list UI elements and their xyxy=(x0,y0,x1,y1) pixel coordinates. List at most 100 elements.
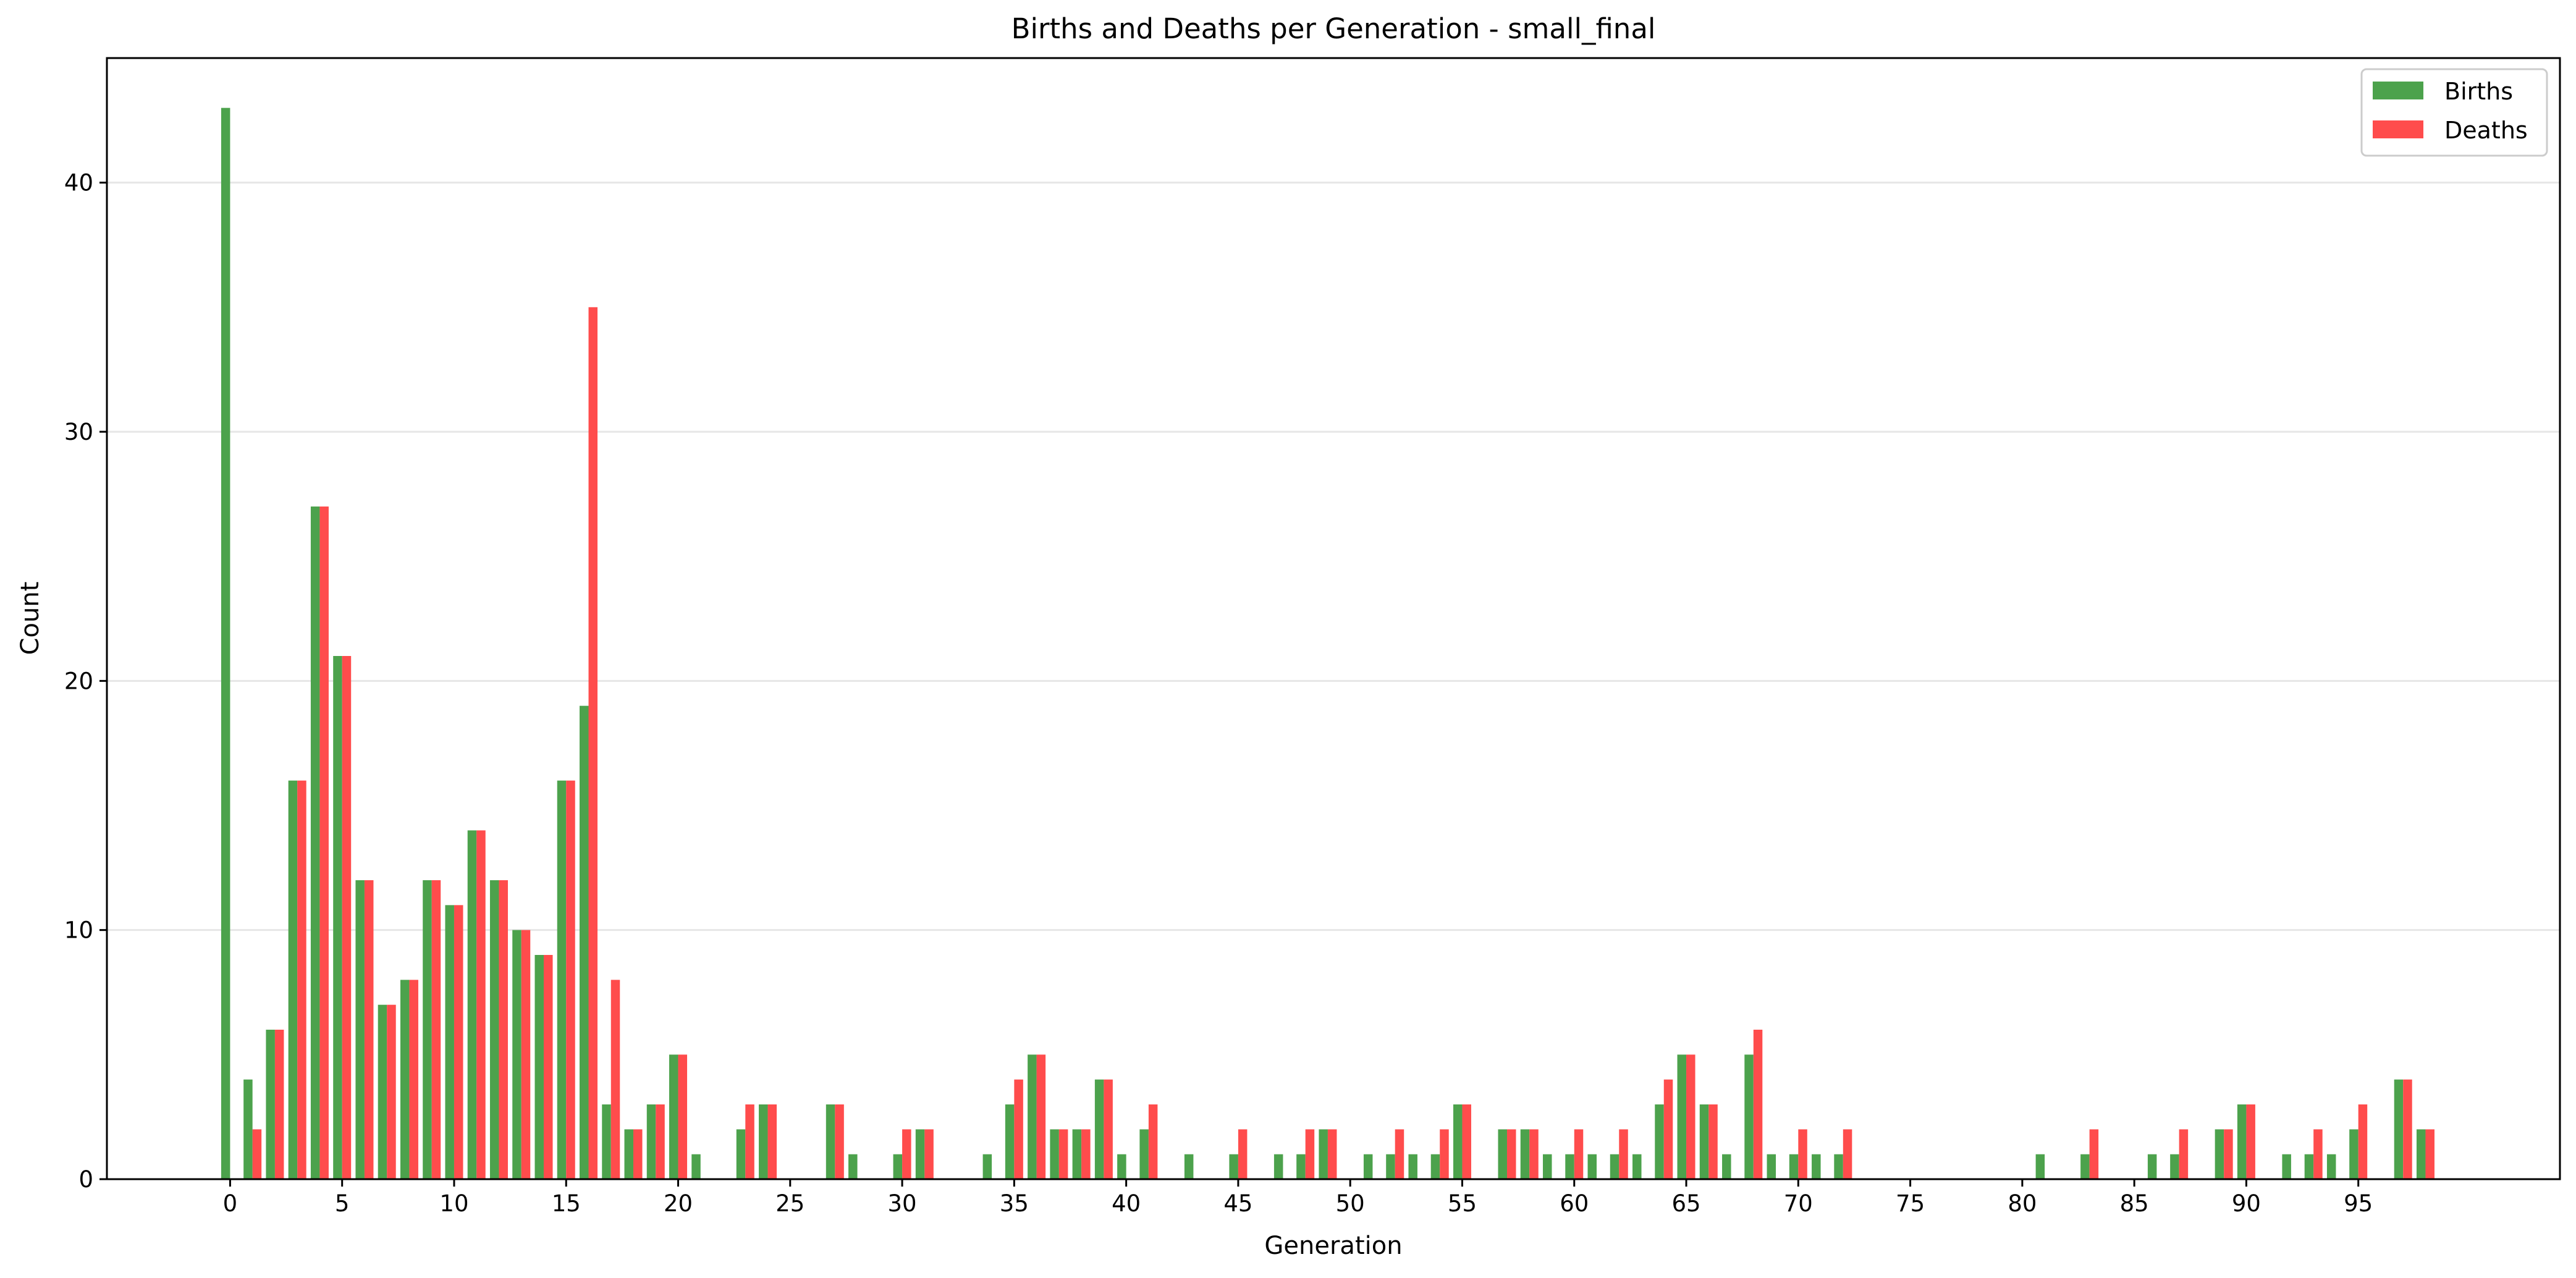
bar-deaths-gen-39 xyxy=(1104,1079,1113,1179)
bar-births-gen-48 xyxy=(1296,1154,1306,1179)
bar-deaths-gen-1 xyxy=(252,1129,262,1179)
bar-deaths-gen-27 xyxy=(835,1104,844,1179)
bar-births-gen-43 xyxy=(1184,1154,1194,1179)
bar-births-gen-92 xyxy=(2282,1154,2291,1179)
y-axis-label: Count xyxy=(16,582,44,655)
x-tick-label-75: 75 xyxy=(1896,1190,1925,1217)
bar-births-gen-59 xyxy=(1542,1154,1552,1179)
bar-births-gen-68 xyxy=(1744,1054,1754,1179)
bar-births-gen-28 xyxy=(848,1154,858,1179)
x-tick-label-35: 35 xyxy=(1000,1190,1029,1217)
x-tick-label-10: 10 xyxy=(439,1190,468,1217)
bar-deaths-gen-17 xyxy=(610,980,620,1179)
bar-deaths-gen-90 xyxy=(2246,1104,2255,1179)
bar-deaths-gen-3 xyxy=(297,780,306,1179)
bar-births-gen-61 xyxy=(1587,1154,1597,1179)
bar-deaths-gen-15 xyxy=(566,780,575,1179)
bar-births-gen-93 xyxy=(2304,1154,2314,1179)
x-tick-label-0: 0 xyxy=(223,1190,238,1217)
bar-deaths-gen-62 xyxy=(1619,1129,1628,1179)
bar-births-gen-97 xyxy=(2394,1079,2404,1179)
bar-births-gen-24 xyxy=(759,1104,768,1179)
x-tick-label-40: 40 xyxy=(1112,1190,1141,1217)
bar-deaths-gen-93 xyxy=(2313,1129,2323,1179)
bar-deaths-gen-36 xyxy=(1036,1054,1046,1179)
y-axis-ticks: 0 10 20 30 40 xyxy=(64,170,107,1193)
y-tick-label-10: 10 xyxy=(64,917,93,944)
bar-deaths-gen-24 xyxy=(767,1104,777,1179)
bar-births-gen-35 xyxy=(1005,1104,1015,1179)
x-tick-label-85: 85 xyxy=(2120,1190,2149,1217)
bar-births-gen-37 xyxy=(1050,1129,1059,1179)
bar-births-gen-72 xyxy=(1834,1154,1843,1179)
bar-deaths-gen-48 xyxy=(1305,1129,1315,1179)
x-tick-label-5: 5 xyxy=(335,1190,350,1217)
x-tick-label-70: 70 xyxy=(1784,1190,1813,1217)
bar-births-gen-1 xyxy=(243,1079,253,1179)
bar-births-gen-41 xyxy=(1139,1129,1149,1179)
bar-deaths-gen-14 xyxy=(543,955,553,1179)
bar-births-gen-19 xyxy=(646,1104,656,1179)
x-tick-label-50: 50 xyxy=(1336,1190,1365,1217)
bar-deaths-gen-13 xyxy=(521,930,531,1179)
bars xyxy=(221,107,2435,1180)
bar-deaths-gen-20 xyxy=(678,1054,688,1179)
x-tick-label-30: 30 xyxy=(888,1190,917,1217)
bar-births-gen-87 xyxy=(2170,1154,2179,1179)
bar-deaths-gen-66 xyxy=(1708,1104,1718,1179)
bar-births-gen-54 xyxy=(1430,1154,1440,1179)
x-tick-label-20: 20 xyxy=(664,1190,693,1217)
bar-deaths-gen-64 xyxy=(1663,1079,1673,1179)
bar-births-gen-86 xyxy=(2147,1154,2157,1179)
x-axis-label: Generation xyxy=(1264,1232,1402,1260)
x-axis-ticks: 0 5 10 15 20 25 30 35 40 45 50 55 60 65 70 75 80 85 90 95 xyxy=(223,1179,2373,1217)
bar-births-gen-21 xyxy=(691,1154,701,1179)
bar-births-gen-45 xyxy=(1229,1154,1238,1179)
bar-births-gen-34 xyxy=(982,1154,992,1179)
bar-births-gen-23 xyxy=(736,1129,746,1179)
bar-deaths-gen-38 xyxy=(1081,1129,1091,1179)
bar-births-gen-18 xyxy=(624,1129,634,1179)
bar-deaths-gen-70 xyxy=(1798,1129,1807,1179)
bar-births-gen-30 xyxy=(893,1154,903,1179)
bar-deaths-gen-98 xyxy=(2425,1129,2435,1179)
bar-births-gen-6 xyxy=(355,880,365,1179)
bar-births-gen-70 xyxy=(1789,1154,1799,1179)
y-tick-label-30: 30 xyxy=(64,419,93,445)
bar-births-gen-40 xyxy=(1117,1154,1126,1179)
bar-deaths-gen-16 xyxy=(588,307,598,1179)
bar-births-gen-31 xyxy=(915,1129,925,1179)
bar-births-gen-38 xyxy=(1072,1129,1082,1179)
bar-births-gen-62 xyxy=(1610,1154,1620,1179)
bar-births-gen-3 xyxy=(288,780,298,1179)
bar-births-gen-10 xyxy=(445,905,454,1179)
bar-deaths-gen-54 xyxy=(1440,1129,1449,1179)
bar-deaths-gen-72 xyxy=(1843,1129,1852,1179)
bar-deaths-gen-45 xyxy=(1238,1129,1248,1179)
x-tick-label-55: 55 xyxy=(1448,1190,1477,1217)
bar-deaths-gen-9 xyxy=(431,880,441,1179)
bar-births-gen-64 xyxy=(1655,1104,1664,1179)
bar-deaths-gen-65 xyxy=(1686,1054,1696,1179)
legend-swatch-births xyxy=(2373,82,2423,99)
bar-births-gen-8 xyxy=(400,980,410,1179)
bar-births-gen-69 xyxy=(1767,1154,1776,1179)
bar-births-gen-51 xyxy=(1363,1154,1373,1179)
bar-births-gen-36 xyxy=(1028,1054,1037,1179)
bar-births-gen-58 xyxy=(1520,1129,1530,1179)
bar-deaths-gen-89 xyxy=(2224,1129,2233,1179)
bar-births-gen-15 xyxy=(557,780,567,1179)
bar-births-gen-65 xyxy=(1677,1054,1687,1179)
bar-births-gen-83 xyxy=(2080,1154,2090,1179)
bar-births-gen-11 xyxy=(467,830,477,1179)
x-tick-label-95: 95 xyxy=(2344,1190,2373,1217)
bar-births-gen-5 xyxy=(333,656,342,1179)
bar-births-gen-17 xyxy=(602,1104,611,1179)
bar-births-gen-4 xyxy=(310,507,320,1179)
bar-deaths-gen-49 xyxy=(1327,1129,1337,1179)
y-tick-label-40: 40 xyxy=(64,170,93,196)
bar-deaths-gen-10 xyxy=(454,905,463,1179)
bar-deaths-gen-8 xyxy=(409,980,418,1179)
bar-births-gen-27 xyxy=(826,1104,835,1179)
bar-births-gen-57 xyxy=(1498,1129,1507,1179)
